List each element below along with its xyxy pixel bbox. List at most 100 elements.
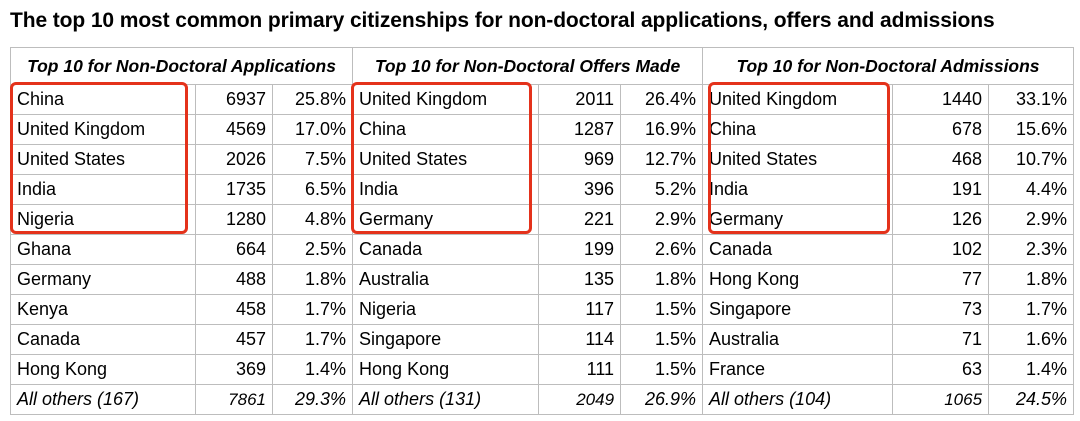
offers-pct-cell: 12.7%: [620, 144, 704, 175]
offers-country-cell: United Kingdom: [352, 84, 540, 115]
admissions-heading: Top 10 for Non-Doctoral Admissions: [702, 47, 1075, 85]
admissions-pct-cell: 33.1%: [988, 84, 1075, 115]
admissions-pct-cell: 2.3%: [988, 234, 1075, 265]
table-row: Ghana 664 2.5% Canada 199 2.6% Canada 102 2.3%: [10, 234, 1075, 265]
admissions-pct-cell: 1.7%: [988, 294, 1075, 325]
offers-country-cell: All others (131): [352, 384, 540, 415]
offers-count-cell: 2049: [538, 384, 622, 415]
offers-country-cell: China: [352, 114, 540, 145]
offers-country-cell: Australia: [352, 264, 540, 295]
admissions-count-cell: 77: [892, 264, 990, 295]
applications-country-cell: All others (167): [10, 384, 196, 415]
admissions-pct-cell: 10.7%: [988, 144, 1075, 175]
table-row: India 1735 6.5% India 396 5.2% India 191 4.4%: [10, 174, 1075, 205]
applications-country-cell: Nigeria: [10, 204, 196, 235]
table-body: China 6937 25.8% United Kingdom 2011 26.4% Uni…: [10, 84, 1075, 415]
applications-count-cell: 488: [195, 264, 273, 295]
applications-count-cell: 1280: [195, 204, 273, 235]
admissions-country-cell: Canada: [702, 234, 894, 265]
table-row: All others (167) 7861 29.3% All others (131…: [10, 384, 1075, 415]
admissions-count-cell: 73: [892, 294, 990, 325]
admissions-count-cell: 71: [892, 324, 990, 355]
applications-country-cell: Kenya: [10, 294, 196, 325]
offers-pct-cell: 26.9%: [620, 384, 704, 415]
admissions-count-cell: 102: [892, 234, 990, 265]
admissions-pct-cell: 4.4%: [988, 174, 1075, 205]
table-row: Germany 488 1.8% Australia 135 1.8% Hong Kong 7…: [10, 264, 1075, 295]
applications-count-cell: 457: [195, 324, 273, 355]
table-row: Kenya 458 1.7% Nigeria 117 1.5% Singapore 73 1.7…: [10, 294, 1075, 325]
applications-country-cell: Ghana: [10, 234, 196, 265]
admissions-country-cell: Hong Kong: [702, 264, 894, 295]
admissions-pct-cell: 2.9%: [988, 204, 1075, 235]
applications-count-cell: 4569: [195, 114, 273, 145]
applications-heading: Top 10 for Non-Doctoral Applications: [9, 47, 354, 85]
offers-pct-cell: 16.9%: [620, 114, 704, 145]
admissions-country-cell: China: [702, 114, 894, 145]
admissions-country-cell: United States: [702, 144, 894, 175]
admissions-country-cell: Australia: [702, 324, 894, 355]
applications-count-cell: 7861: [195, 384, 273, 415]
applications-count-cell: 458: [195, 294, 273, 325]
admissions-count-cell: 1440: [892, 84, 990, 115]
offers-count-cell: 111: [538, 354, 622, 385]
offers-count-cell: 396: [538, 174, 622, 205]
admissions-pct-cell: 1.6%: [988, 324, 1075, 355]
offers-pct-cell: 2.6%: [620, 234, 704, 265]
offers-country-cell: India: [352, 174, 540, 205]
admissions-count-cell: 678: [892, 114, 990, 145]
applications-count-cell: 2026: [195, 144, 273, 175]
table-row: United States 2026 7.5% United States 969 12.…: [10, 144, 1075, 175]
offers-count-cell: 969: [538, 144, 622, 175]
admissions-count-cell: 191: [892, 174, 990, 205]
offers-count-cell: 114: [538, 324, 622, 355]
applications-pct-cell: 1.7%: [271, 294, 354, 325]
applications-count-cell: 6937: [195, 84, 273, 115]
applications-country-cell: Germany: [10, 264, 196, 295]
offers-pct-cell: 1.5%: [620, 354, 704, 385]
admissions-country-cell: All others (104): [702, 384, 894, 415]
offers-count-cell: 135: [538, 264, 622, 295]
table-row: Nigeria 1280 4.8% Germany 221 2.9% Germany 126 2…: [10, 204, 1075, 235]
offers-heading: Top 10 for Non-Doctoral Offers Made: [352, 47, 704, 85]
applications-country-cell: United States: [10, 144, 196, 175]
page-title: The top 10 most common primary citizensh…: [10, 9, 995, 32]
offers-count-cell: 2011: [538, 84, 622, 115]
applications-count-cell: 664: [195, 234, 273, 265]
offers-country-cell: Nigeria: [352, 294, 540, 325]
offers-country-cell: Germany: [352, 204, 540, 235]
offers-pct-cell: 5.2%: [620, 174, 704, 205]
applications-pct-cell: 7.5%: [271, 144, 354, 175]
offers-country-cell: Singapore: [352, 324, 540, 355]
admissions-count-cell: 126: [892, 204, 990, 235]
applications-pct-cell: 29.3%: [271, 384, 354, 415]
offers-pct-cell: 1.8%: [620, 264, 704, 295]
admissions-pct-cell: 1.4%: [988, 354, 1075, 385]
table-row: Canada 457 1.7% Singapore 114 1.5% Australia 71…: [10, 324, 1075, 355]
applications-pct-cell: 25.8%: [271, 84, 354, 115]
admissions-country-cell: Germany: [702, 204, 894, 235]
admissions-pct-cell: 1.8%: [988, 264, 1075, 295]
applications-country-cell: Hong Kong: [10, 354, 196, 385]
applications-pct-cell: 4.8%: [271, 204, 354, 235]
offers-country-cell: Hong Kong: [352, 354, 540, 385]
offers-pct-cell: 1.5%: [620, 324, 704, 355]
table-row: China 6937 25.8% United Kingdom 2011 26.4% Uni…: [10, 84, 1075, 115]
applications-count-cell: 1735: [195, 174, 273, 205]
applications-country-cell: Canada: [10, 324, 196, 355]
applications-count-cell: 369: [195, 354, 273, 385]
admissions-country-cell: France: [702, 354, 894, 385]
applications-pct-cell: 2.5%: [271, 234, 354, 265]
applications-country-cell: India: [10, 174, 196, 205]
admissions-count-cell: 468: [892, 144, 990, 175]
offers-country-cell: United States: [352, 144, 540, 175]
offers-count-cell: 117: [538, 294, 622, 325]
offers-count-cell: 199: [538, 234, 622, 265]
applications-country-cell: China: [10, 84, 196, 115]
applications-pct-cell: 17.0%: [271, 114, 354, 145]
table-row: United Kingdom 4569 17.0% China 1287 16.9% Chi…: [10, 114, 1075, 145]
applications-pct-cell: 1.8%: [271, 264, 354, 295]
admissions-country-cell: United Kingdom: [702, 84, 894, 115]
offers-pct-cell: 1.5%: [620, 294, 704, 325]
offers-pct-cell: 26.4%: [620, 84, 704, 115]
